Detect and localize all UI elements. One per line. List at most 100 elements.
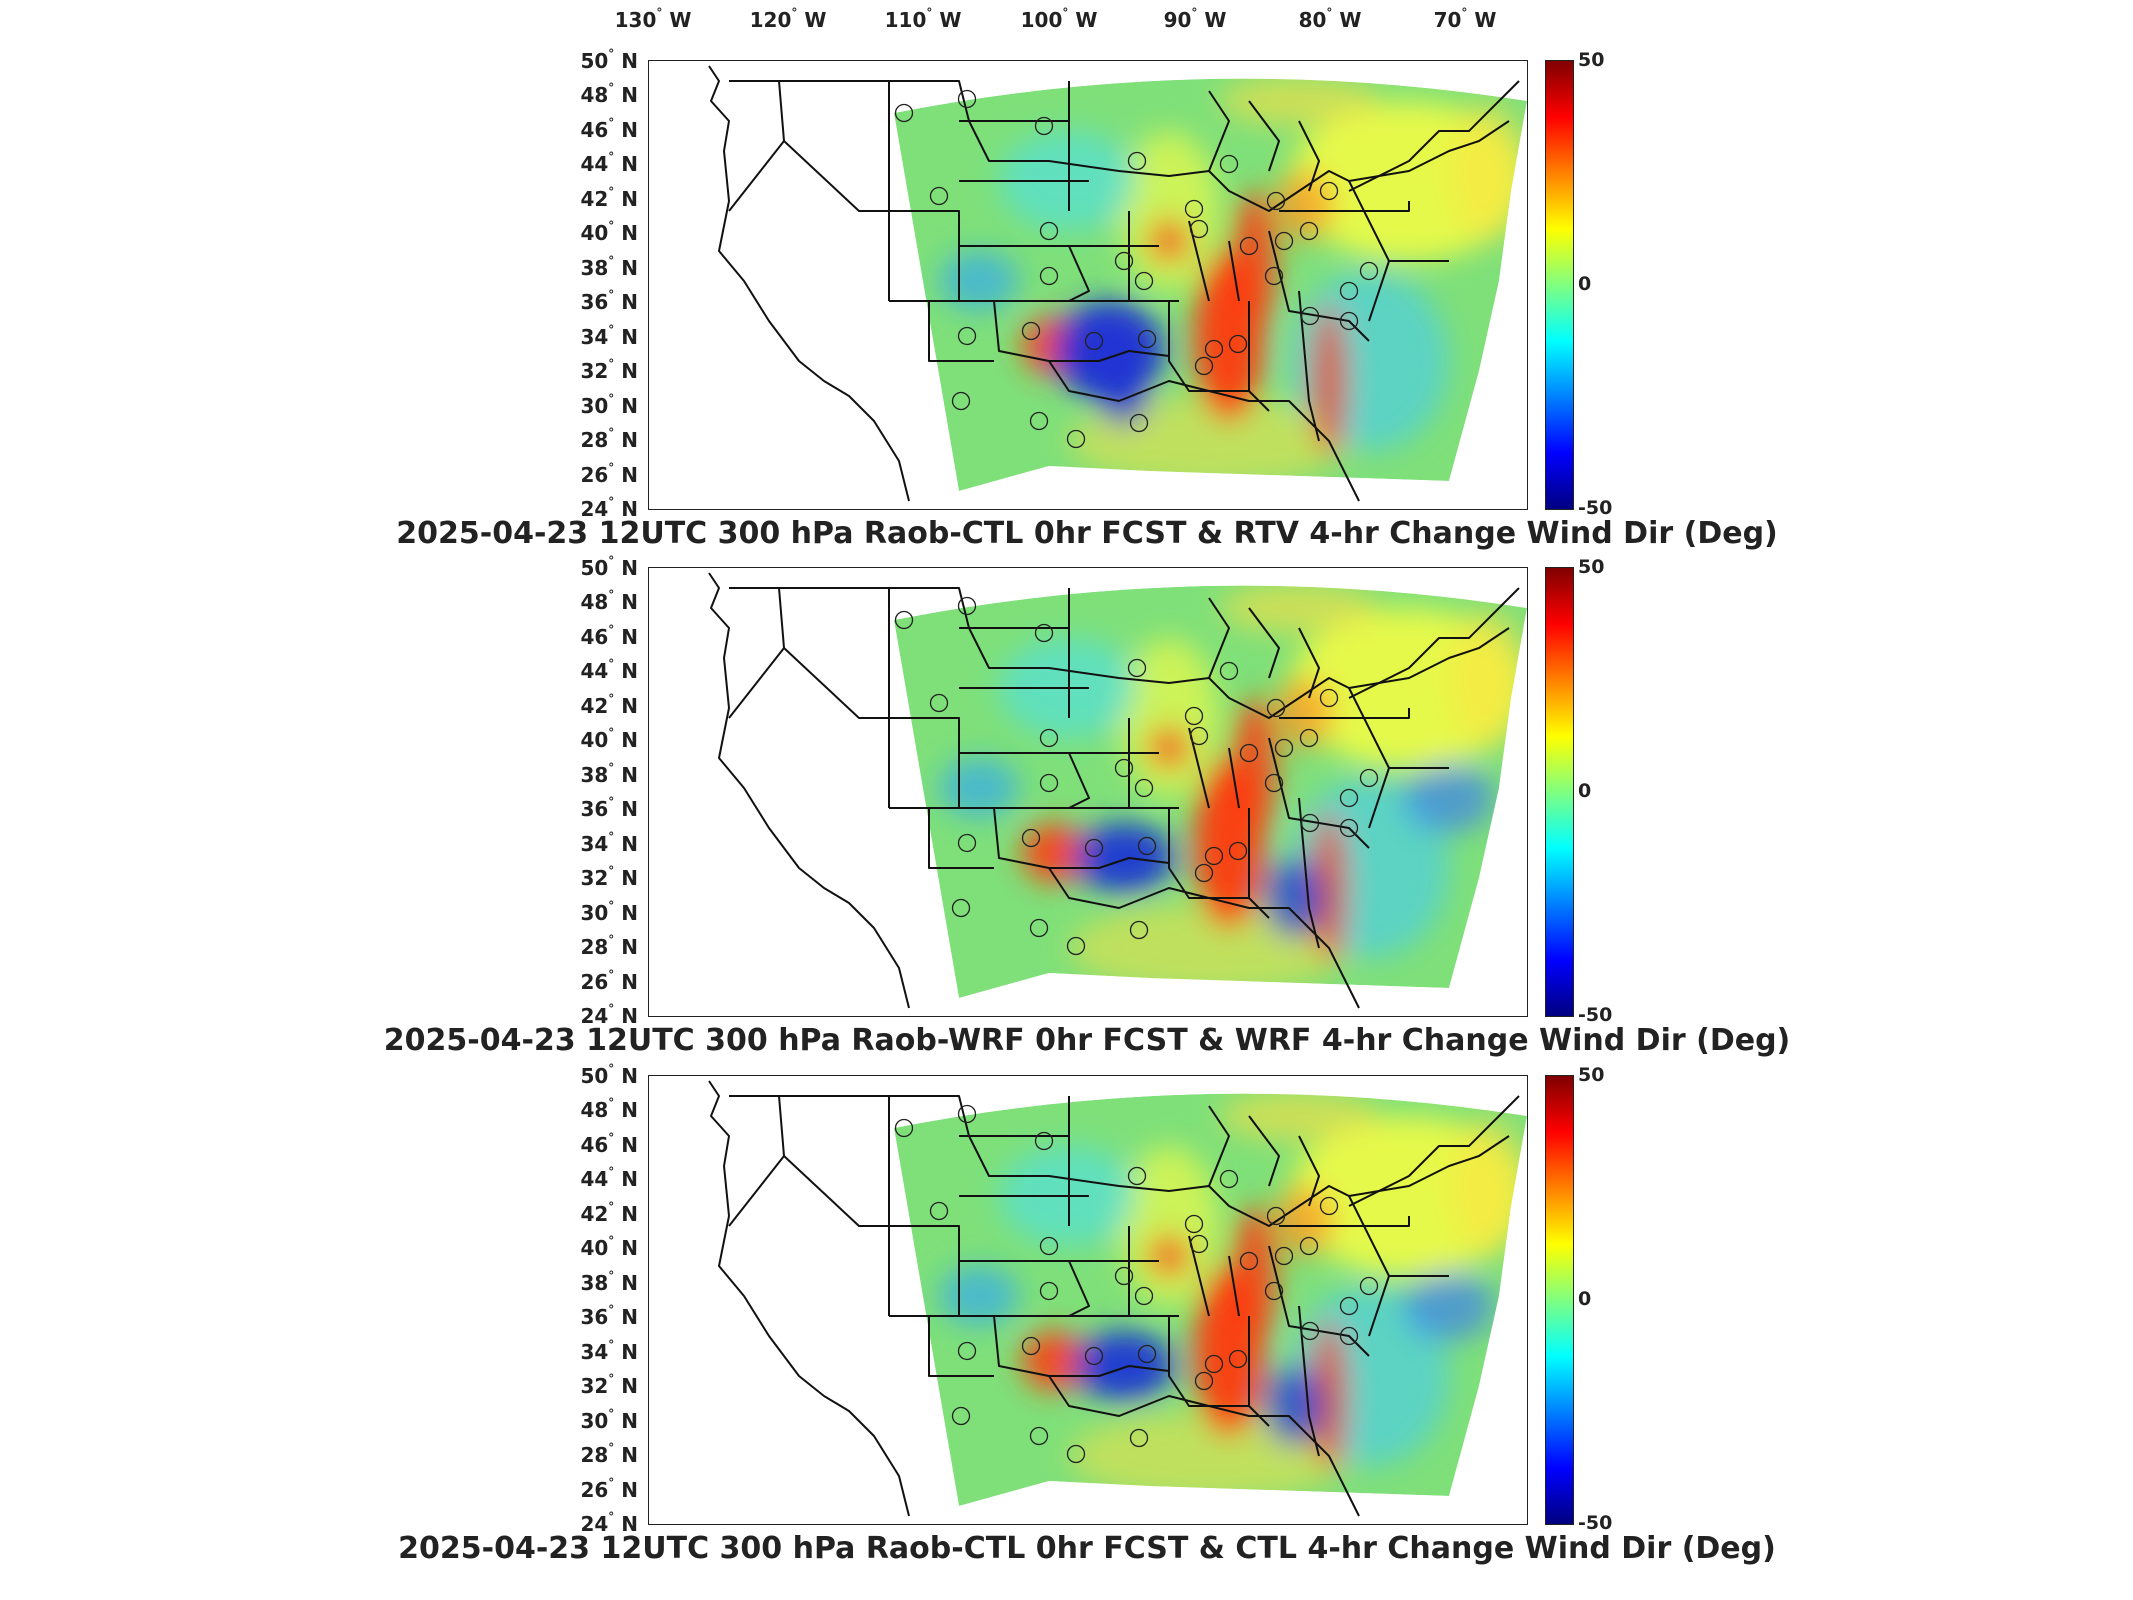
raob-station-marker: [957, 833, 977, 853]
lat-tick-label: 38° N: [580, 760, 638, 787]
lat-tick-label: 50° N: [580, 1062, 638, 1088]
boundary-line: [783, 1136, 890, 1227]
raob-station-marker: [1339, 788, 1359, 808]
field-anomaly: [1099, 376, 1149, 426]
raob-station-marker: [1137, 329, 1157, 349]
field-anomaly: [1311, 813, 1347, 963]
lat-tick-label: 30° N: [580, 1406, 638, 1433]
boundary-line: [1048, 867, 1360, 1009]
boundary-line: [708, 572, 910, 1009]
field-anomaly: [1232, 698, 1276, 838]
raob-station-marker: [1034, 116, 1054, 136]
raob-station-marker: [929, 186, 949, 206]
state-boundaries: [708, 65, 1520, 502]
field-anomaly: [1449, 101, 1527, 241]
boundary-line: [1168, 301, 1270, 412]
panel-title: 2025-04-23 12UTC 300 hPa Raob-CTL 0hr FC…: [398, 1531, 1776, 1566]
lat-tick-label: 48° N: [580, 588, 638, 615]
raob-station-marker: [1066, 429, 1086, 449]
raob-station-marker: [951, 898, 971, 918]
lat-tick-label: 50° N: [580, 554, 638, 580]
field-anomaly: [1147, 219, 1191, 263]
lon-tick-label: 90° W: [1163, 6, 1227, 32]
field-anomaly: [1274, 1186, 1334, 1256]
boundary-line: [1048, 360, 1360, 502]
boundary-line: [729, 587, 1510, 719]
raob-station-marker: [1137, 836, 1157, 856]
raob-station-marker: [1359, 768, 1379, 788]
raob-station-marker: [1129, 413, 1149, 433]
raob-station-marker: [1114, 251, 1134, 271]
raob-station-marker: [1021, 321, 1041, 341]
raob-station-marker: [1039, 773, 1059, 793]
raob-station-marker: [1134, 1286, 1154, 1306]
raob-station-marker: [1114, 758, 1134, 778]
raob-station-marker: [1204, 846, 1224, 866]
lat-tick-label: 30° N: [580, 898, 638, 925]
boundary-line: [1298, 627, 1320, 699]
lat-tick-label: 40° N: [580, 726, 638, 753]
colorbar: [1545, 60, 1574, 510]
raob-station-marker: [1339, 1296, 1359, 1316]
lon-tick-label: 100° W: [1020, 6, 1098, 32]
boundary-line: [1248, 100, 1280, 172]
raob-station-marker: [1359, 1276, 1379, 1296]
raob-station-marker: [1039, 266, 1059, 286]
boundary-line: [1279, 708, 1410, 719]
state-boundaries: [708, 1080, 1520, 1517]
colorbar-tick-label: 0: [1578, 780, 1592, 802]
raob-station-marker: [1219, 1169, 1239, 1189]
boundary-line: [1228, 240, 1240, 302]
lat-tick-label: 28° N: [580, 426, 638, 453]
lat-tick-label: 44° N: [580, 1165, 638, 1192]
raob-station-marker: [1114, 1266, 1134, 1286]
lat-tick-label: 24° N: [580, 1510, 638, 1536]
field-anomaly: [1074, 823, 1174, 893]
raob-station-marker: [1266, 191, 1286, 211]
field-anomaly: [1119, 1146, 1219, 1306]
boundary-line: [928, 301, 994, 362]
colorbar-tick-label: 50: [1578, 49, 1605, 71]
map-plot-area: [648, 567, 1528, 1017]
boundary-line: [783, 121, 890, 212]
raob-station-marker: [1021, 828, 1041, 848]
raob-station-marker: [957, 1104, 977, 1124]
raob-station-marker: [1339, 281, 1359, 301]
boundary-line: [928, 1316, 994, 1377]
colorbar-tick-label: 0: [1578, 1288, 1592, 1310]
lat-tick-label: 32° N: [580, 864, 638, 891]
field-anomaly: [1219, 585, 1379, 633]
lat-tick-label: 32° N: [580, 357, 638, 384]
raob-station-marker: [1219, 661, 1239, 681]
raob-station-marker: [1319, 1196, 1339, 1216]
raob-station-marker: [1194, 356, 1214, 376]
boundary-line: [1208, 90, 1230, 172]
lat-tick-label: 30° N: [580, 391, 638, 418]
lon-tick-label: 120° W: [749, 6, 827, 32]
boundary-line: [993, 300, 1170, 362]
lat-tick-label: 46° N: [580, 115, 638, 142]
raob-station-marker: [1029, 1426, 1049, 1446]
raob-station-marker: [1339, 1326, 1359, 1346]
field-anomaly: [1147, 1234, 1191, 1278]
raob-station-marker: [1184, 706, 1204, 726]
lat-tick-label: 46° N: [580, 1130, 638, 1157]
lat-tick-label: 40° N: [580, 1234, 638, 1261]
raob-station-marker: [1228, 841, 1248, 861]
state-boundaries: [708, 572, 1520, 1009]
field-anomaly: [1219, 78, 1379, 126]
raob-station-marker: [1127, 1166, 1147, 1186]
raob-station-marker: [1319, 688, 1339, 708]
lat-tick-label: 34° N: [580, 322, 638, 349]
colorbar-tick-label: 50: [1578, 1064, 1605, 1086]
raob-station-marker: [957, 596, 977, 616]
boundary-line: [708, 1080, 910, 1517]
boundary-line: [1168, 808, 1270, 919]
raob-station-marker: [894, 610, 914, 630]
raob-station-marker: [1194, 863, 1214, 883]
boundary-line: [728, 587, 785, 719]
raob-station-marker: [1299, 728, 1319, 748]
raob-station-marker: [951, 1406, 971, 1426]
panel-title: 2025-04-23 12UTC 300 hPa Raob-CTL 0hr FC…: [396, 516, 1778, 551]
raob-station-marker: [1219, 154, 1239, 174]
